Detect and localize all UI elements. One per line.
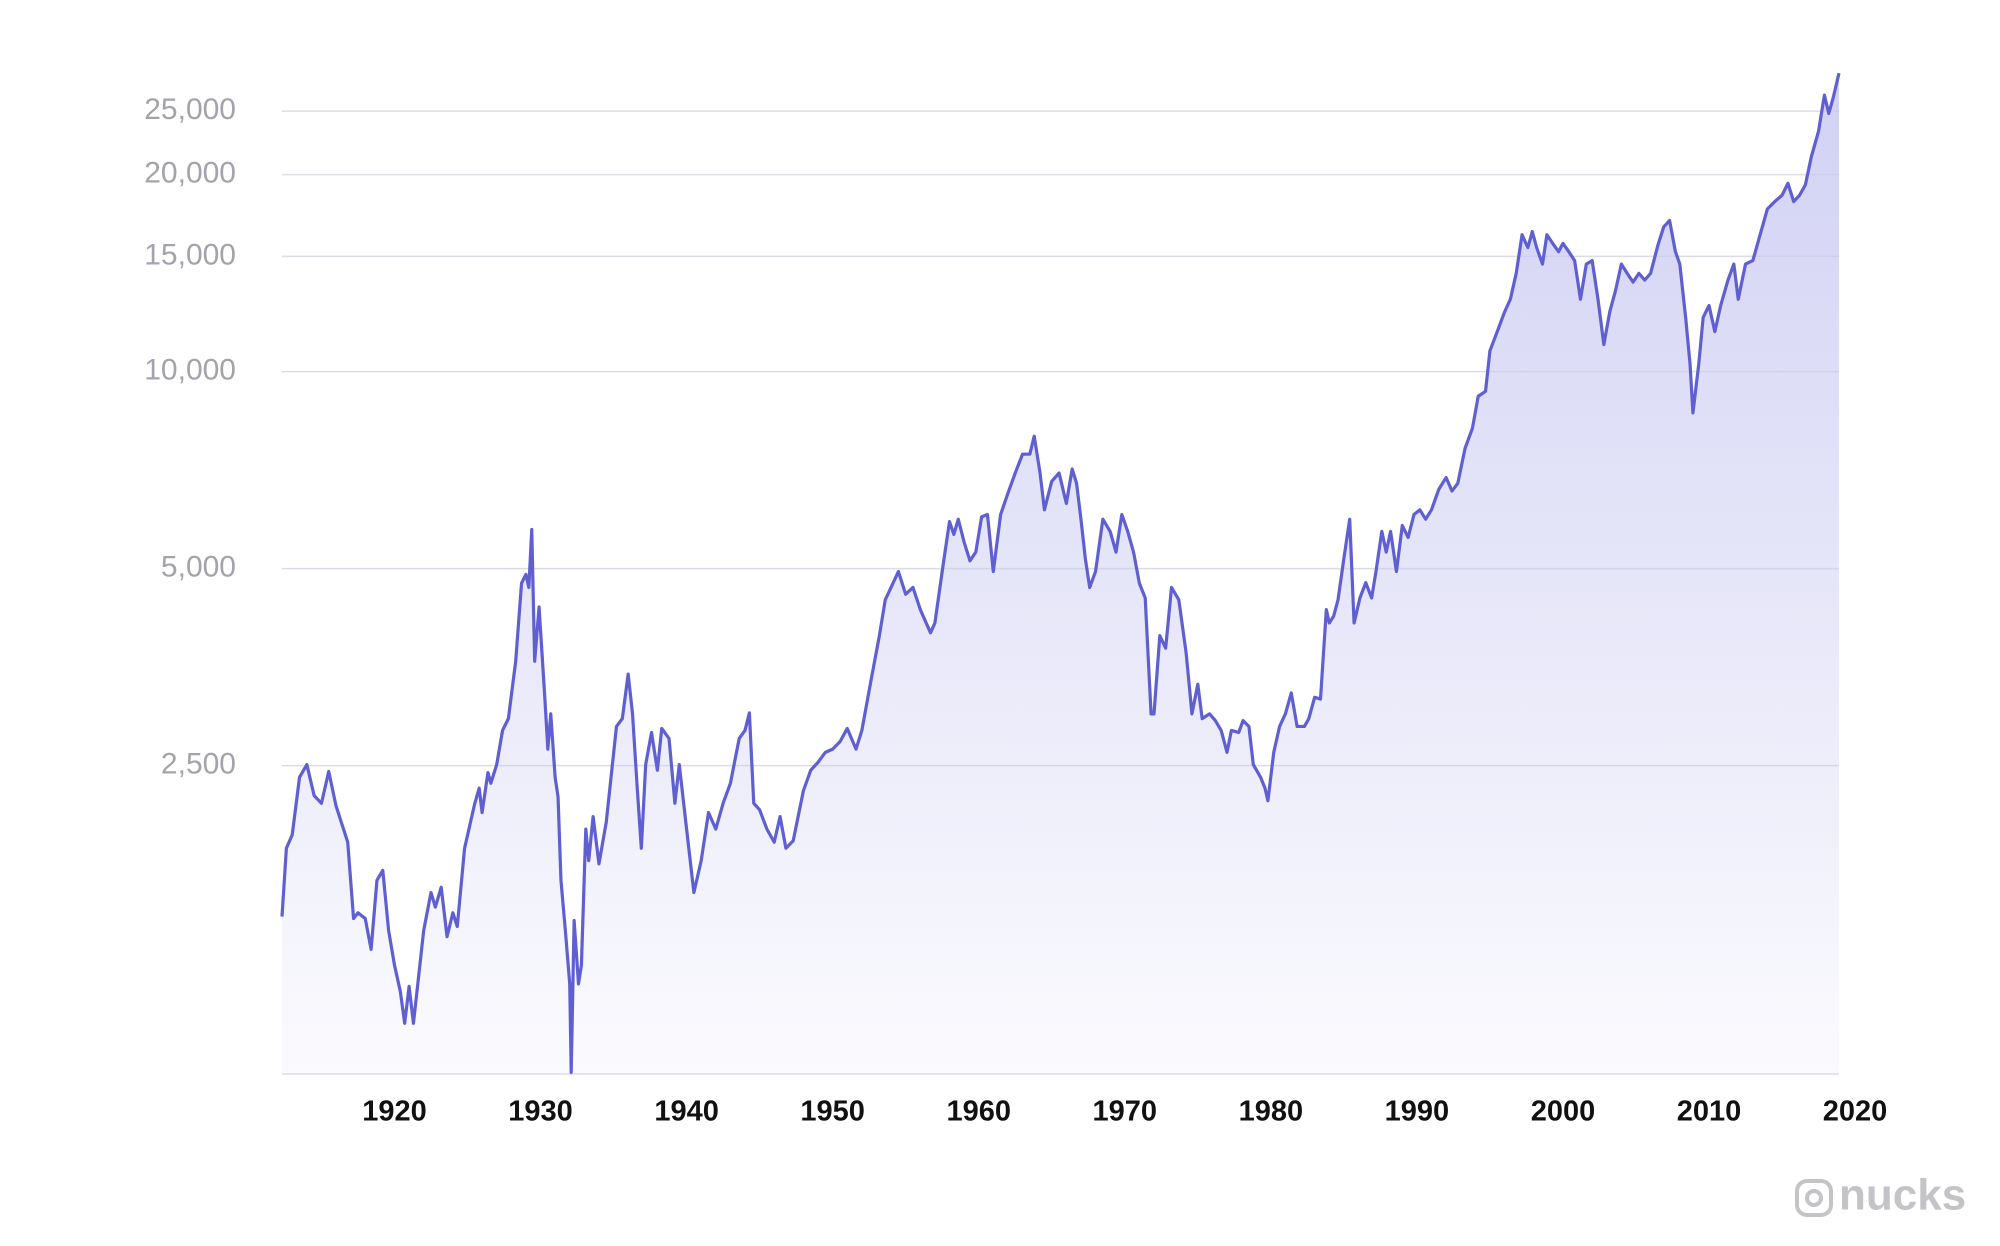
x-tick-label: 1950 xyxy=(800,1096,865,1128)
data-layer xyxy=(280,72,1841,1074)
x-tick-label: 1930 xyxy=(508,1096,573,1128)
logo: nucks xyxy=(1795,1171,1966,1220)
watermark: nucks xyxy=(1839,1171,1966,1220)
y-tick-label: 15,000 xyxy=(144,238,236,271)
logo-icon xyxy=(1795,1179,1833,1217)
x-tick-label: 1920 xyxy=(362,1096,427,1128)
y-tick-label: 10,000 xyxy=(144,354,236,387)
x-tick-label: 1940 xyxy=(654,1096,719,1128)
x-tick-label: 1990 xyxy=(1385,1096,1450,1128)
y-tick-label: 5,000 xyxy=(161,551,236,584)
x-tick-label: 1970 xyxy=(1093,1096,1158,1128)
logo-icon-dot xyxy=(1805,1189,1823,1207)
x-tick-label: 2010 xyxy=(1677,1096,1742,1128)
x-tick-label: 2020 xyxy=(1823,1096,1888,1128)
line xyxy=(280,72,1841,1074)
y-tick-label: 25,000 xyxy=(144,93,236,126)
area xyxy=(282,73,1839,1074)
x-tick-label: 1980 xyxy=(1239,1096,1304,1128)
label-layer: 2,500 5,000 10,000 15,000 20,000 25,000 1920 19… xyxy=(144,93,1887,1128)
x-tick-label: 1960 xyxy=(946,1096,1011,1128)
y-tick-label: 20,000 xyxy=(144,157,236,190)
x-tick-label: 2000 xyxy=(1531,1096,1596,1128)
y-tick-label: 2,500 xyxy=(161,748,236,781)
